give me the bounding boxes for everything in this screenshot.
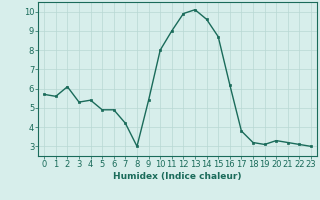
X-axis label: Humidex (Indice chaleur): Humidex (Indice chaleur) [113,172,242,181]
